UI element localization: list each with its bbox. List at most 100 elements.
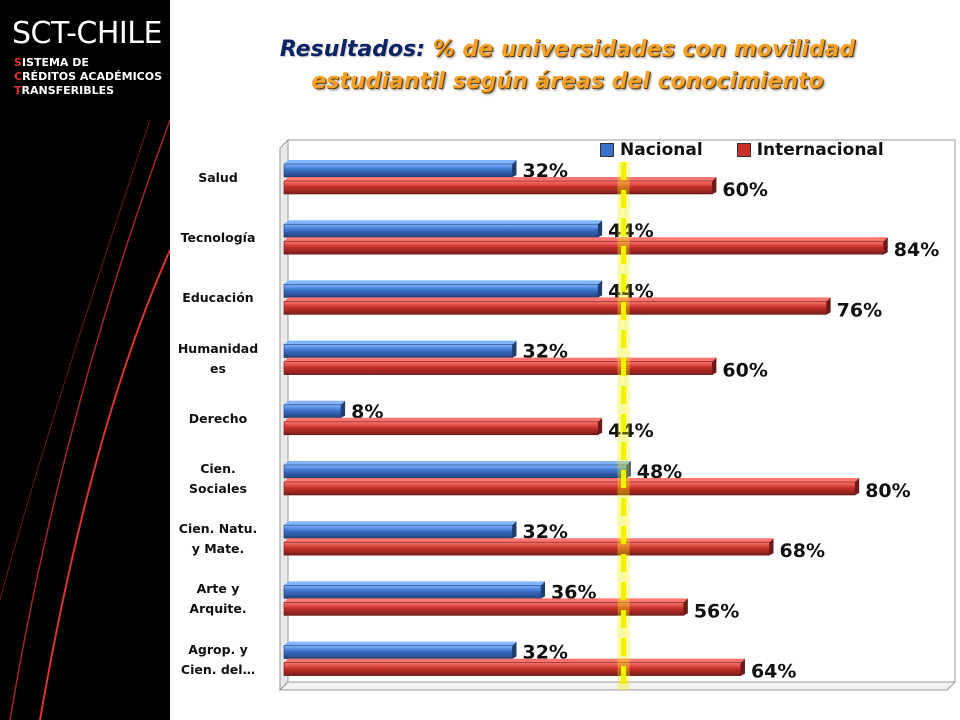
- chart-floor: [278, 681, 957, 691]
- bar-top-nacional-8: [284, 641, 517, 646]
- value-label-internacional-2: 76%: [837, 299, 882, 321]
- bar-top-internacional-2: [284, 297, 831, 302]
- category-label-line: Salud: [198, 170, 238, 185]
- value-label-internacional-0: 60%: [722, 179, 767, 201]
- bar-top-nacional-1: [284, 220, 603, 225]
- logo-text: SCT-CHILE: [12, 16, 162, 51]
- category-label-line: Educación: [182, 290, 254, 305]
- category-label-line: Cien. Natu.: [178, 521, 258, 536]
- category-label-line: Cien.: [200, 461, 236, 476]
- bar-end-internacional-6: [769, 538, 774, 556]
- value-label-internacional-3: 60%: [722, 360, 767, 382]
- bar-internacional-4: [283, 421, 599, 436]
- value-label-internacional-1: 84%: [894, 239, 939, 261]
- bar-top-internacional-6: [284, 538, 774, 543]
- legend-label-nacional: Nacional: [620, 140, 703, 160]
- value-label-nacional-7: 36%: [551, 581, 596, 603]
- value-label-nacional-8: 32%: [522, 642, 567, 664]
- category-label-3: Humanidad es: [165, 339, 271, 379]
- bar-nacional-4: [283, 404, 342, 419]
- category-label-5: Cien. Sociales: [165, 459, 271, 499]
- category-label-line: Arte y: [196, 581, 240, 596]
- category-label-6: Cien. Natu. y Mate.: [165, 519, 271, 559]
- bar-end-nacional-8: [512, 641, 517, 659]
- bar-nacional-1: [283, 223, 599, 238]
- bar-end-nacional-7: [541, 581, 546, 599]
- bar-nacional-8: [283, 645, 513, 659]
- bar-internacional-1: [283, 240, 885, 255]
- bar-end-internacional-3: [712, 357, 717, 375]
- bar-end-internacional-5: [855, 478, 860, 495]
- value-label-nacional-0: 32%: [522, 160, 567, 182]
- bar-nacional-5: [283, 464, 628, 479]
- bar-end-internacional-4: [598, 417, 603, 435]
- bar-end-nacional-3: [512, 340, 517, 358]
- bar-top-internacional-4: [284, 417, 603, 422]
- value-label-nacional-2: 44%: [608, 280, 653, 302]
- bar-nacional-2: [283, 284, 599, 298]
- bar-top-nacional-6: [284, 521, 517, 526]
- bar-end-internacional-1: [883, 237, 888, 255]
- category-label-2: Educación: [165, 288, 271, 308]
- bar-top-nacional-7: [284, 581, 546, 586]
- bar-top-internacional-3: [284, 357, 717, 362]
- bar-top-nacional-4: [284, 400, 346, 405]
- bar-top-internacional-1: [284, 237, 888, 242]
- category-label-1: Tecnología: [165, 228, 271, 248]
- category-label-7: Arte y Arquite.: [165, 579, 271, 619]
- category-label-line: Humanidad: [177, 341, 259, 356]
- slide-title: Resultados: % de universidades con movil…: [190, 34, 945, 98]
- category-label-line: Agrop. y: [188, 642, 248, 657]
- bar-top-nacional-0: [284, 160, 517, 164]
- value-label-nacional-3: 32%: [522, 341, 567, 363]
- value-label-internacional-8: 64%: [751, 661, 796, 683]
- slide-title-lead: Resultados:: [279, 37, 426, 62]
- category-label-line: Sociales: [189, 481, 247, 496]
- logo-subtitle-line-3: TRANSFERIBLES: [14, 84, 115, 97]
- value-label-nacional-6: 32%: [522, 521, 567, 543]
- logo-text-rest: -CHILE: [66, 16, 162, 51]
- bar-end-nacional-6: [512, 521, 517, 539]
- legend-swatch-nacional: [600, 143, 614, 157]
- bar-internacional-3: [283, 361, 713, 375]
- bar-end-internacional-0: [712, 177, 717, 194]
- bar-top-nacional-5: [284, 461, 631, 465]
- bar-top-internacional-8: [284, 658, 745, 663]
- bar-top-nacional-2: [284, 280, 603, 285]
- legend-item-internacional: Internacional: [736, 140, 884, 160]
- branding-sidebar: SCT-CHILE SISTEMA DE CRÉDITOS ACADÉMICOS…: [0, 0, 170, 720]
- legend-item-nacional: Nacional: [600, 140, 703, 160]
- slide-title-line-2: estudiantil según áreas del conocimiento: [311, 69, 824, 94]
- category-label-8: Agrop. y Cien. del…: [165, 640, 271, 680]
- bar-nacional-0: [283, 163, 513, 178]
- bar-internacional-6: [283, 541, 770, 556]
- value-label-nacional-4: 8%: [351, 401, 383, 423]
- value-label-internacional-7: 56%: [694, 600, 739, 622]
- value-label-internacional-6: 68%: [780, 540, 825, 562]
- value-label-nacional-5: 48%: [637, 461, 682, 483]
- bar-nacional-3: [283, 344, 513, 358]
- bar-nacional-7: [283, 585, 542, 599]
- bar-internacional-0: [283, 180, 713, 195]
- bar-nacional-6: [283, 524, 513, 539]
- decorative-arcs: [0, 119, 170, 720]
- logo-subtitle-line-2: CRÉDITOS ACADÉMICOS: [14, 70, 163, 83]
- category-label-0: Salud: [165, 168, 271, 188]
- slide-title-rest: % de universidades con movilidad: [425, 37, 856, 62]
- category-label-line: Arquite.: [189, 601, 247, 616]
- legend-swatch-internacional: [736, 143, 751, 157]
- chart-legend: Nacional Internacional: [600, 140, 884, 160]
- value-label-nacional-1: 44%: [608, 220, 653, 242]
- bar-internacional-2: [283, 301, 827, 315]
- category-label-line: es: [210, 361, 226, 376]
- bar-end-internacional-8: [740, 658, 745, 676]
- bar-end-internacional-7: [683, 598, 688, 616]
- bar-end-nacional-0: [512, 160, 517, 177]
- value-label-internacional-5: 80%: [865, 480, 910, 502]
- bar-top-internacional-7: [284, 598, 688, 603]
- bar-top-nacional-3: [284, 340, 517, 345]
- category-label-line: Derecho: [188, 411, 248, 426]
- bar-top-internacional-0: [284, 177, 717, 181]
- bar-end-nacional-5: [626, 461, 631, 478]
